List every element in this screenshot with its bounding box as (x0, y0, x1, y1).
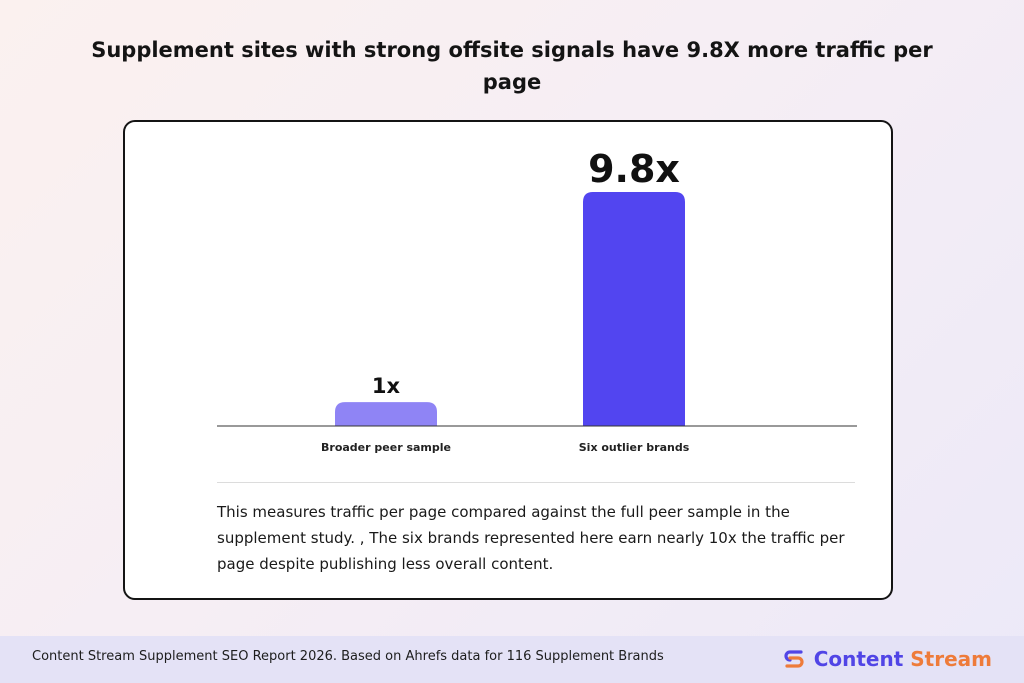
divider (217, 482, 855, 483)
chart-card: 1x Broader peer sample 9.8x Six outlier bra… (123, 120, 893, 600)
bar-1 (335, 402, 437, 426)
footer-bar: Content Stream Supplement SEO Report 202… (0, 636, 1024, 683)
category-label-2: Six outlier brands (579, 441, 690, 454)
data-label-1: 1x (372, 374, 401, 398)
brand-name-part2: Stream (910, 647, 992, 671)
brand-logo: Content Stream (782, 644, 992, 674)
chart-title: Supplement sites with strong offsite sig… (91, 38, 933, 94)
source-note: Content Stream Supplement SEO Report 202… (32, 649, 664, 664)
brand-name-part1: Content (813, 647, 904, 671)
data-label-2: 9.8x (588, 147, 680, 191)
content-stream-logo-icon (784, 650, 804, 668)
brand-name: Content Stream (814, 647, 992, 671)
category-label-1: Broader peer sample (321, 441, 451, 454)
bar-2 (583, 192, 685, 426)
bar-chart: 1x Broader peer sample 9.8x Six outlier bra… (217, 147, 857, 454)
chart-description: This measures traffic per page compared … (217, 503, 845, 573)
